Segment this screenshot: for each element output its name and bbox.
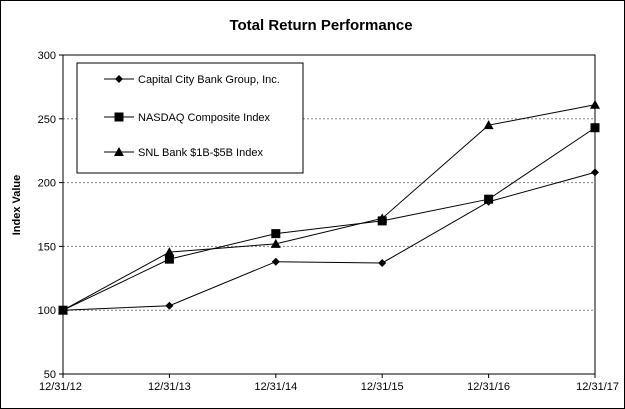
x-tick-label: 12/31/13 [148,381,191,393]
series-diamond [59,168,599,315]
data-point-triangle [590,99,600,109]
legend-label: NASDAQ Composite Index [138,112,271,124]
data-point-square [590,123,600,133]
data-point-square [271,229,281,239]
data-point-triangle [483,120,494,130]
y-tick-label: 250 [38,114,56,126]
legend-entry: SNL Bank $1B-$5B Index [104,147,263,159]
y-axis-label: Index Value [11,175,23,236]
plot-area [62,54,596,375]
data-point-diamond [271,257,280,266]
legend-entry: Capital City Bank Group, Inc. [104,74,280,86]
data-point-triangle [58,305,68,315]
legend-marker-diamond [115,75,123,83]
series-line [62,127,596,311]
x-tick-label: 12/31/15 [361,381,404,393]
data-point-diamond [378,258,387,267]
legend: Capital City Bank Group, Inc. NASDAQ Comp… [76,62,304,174]
series-triangle [58,99,600,315]
data-point-square [484,194,494,204]
axes: 50 100 150 200 250 300 12/31/12 12/31/13 12/31/1… [38,50,619,393]
y-tick-label: 150 [38,241,56,253]
data-point-triangle [270,238,281,248]
chart-title: Total Return Performance [229,17,412,34]
y-tick-label: 200 [38,178,56,190]
legend-entry: NASDAQ Composite Index [104,112,271,124]
data-point-diamond [165,301,174,310]
data-point-square [164,254,174,264]
y-tick-label: 50 [44,369,56,381]
data-point-diamond [591,168,599,177]
x-tick-label: 12/31/16 [467,381,510,393]
series-line [62,104,596,311]
series-line [62,171,596,311]
data-point-triangle [377,213,388,223]
data-point-triangle [164,247,175,257]
y-tick-label: 100 [38,305,56,317]
y-tick-label: 300 [38,50,56,62]
series-lines [58,99,600,315]
x-tick-label: 12/31/14 [254,381,297,393]
legend-marker-triangle [114,147,124,156]
legend-label: SNL Bank $1B-$5B Index [138,147,263,159]
legend-marker-square [114,112,124,122]
x-tick-label: 12/31/12 [39,381,82,393]
legend-label: Capital City Bank Group, Inc. [138,74,280,86]
x-tick-label: 12/31/17 [576,381,619,393]
